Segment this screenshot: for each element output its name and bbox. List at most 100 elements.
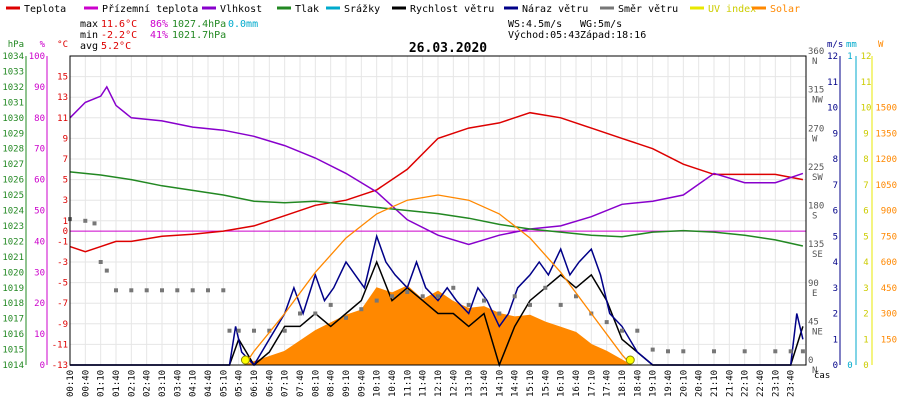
axis-tick-humidity: 10 xyxy=(34,330,45,340)
axis-tick-humidity: 90 xyxy=(34,83,45,93)
axis-tick-uv: 2 xyxy=(863,310,868,320)
x-tick-label: 17:10 xyxy=(587,370,597,397)
axis-tick-wind: 5 xyxy=(833,232,838,242)
axis-tick-temperature: -5 xyxy=(57,279,68,289)
legend-label: Náraz větru xyxy=(522,3,588,15)
x-tick-label: 07:10 xyxy=(281,370,291,397)
wind-direction-point xyxy=(104,268,109,273)
x-tick-label: 23:40 xyxy=(787,370,797,397)
axis-tick-humidity: 20 xyxy=(34,299,45,309)
axis-tick-temperature: 13 xyxy=(57,93,68,103)
axis-tick-uv: 9 xyxy=(863,129,868,139)
x-tick-label: 00:10 xyxy=(66,370,76,397)
wind-direction-point xyxy=(390,294,394,299)
axis-tick-pressure: 1029 xyxy=(2,129,24,139)
axis-tick-temperature: 1 xyxy=(63,217,68,227)
stat-max-temp: 11.6°C xyxy=(101,19,137,30)
wind-direction-point xyxy=(528,302,532,307)
wind-direction-point xyxy=(374,298,379,303)
wind-direction-point xyxy=(267,328,272,333)
x-tick-label: 17:40 xyxy=(603,370,613,397)
wind-direction-point xyxy=(405,290,410,294)
stat-max-rain: 0.0mm xyxy=(228,19,258,30)
wind-direction-point xyxy=(788,349,793,354)
legend-label: Přízemní teplota xyxy=(102,3,198,15)
wind-direction-point xyxy=(604,320,609,325)
axis-unit-humidity: % xyxy=(40,40,46,50)
axis-tick-direction: 45 xyxy=(808,317,819,327)
axis-tick-direction: 0 xyxy=(808,356,813,366)
x-tick-label: 22:10 xyxy=(741,370,751,397)
axis-tick-temperature: 15 xyxy=(57,73,68,83)
x-tick-label: 16:40 xyxy=(572,370,582,397)
x-tick-label: 23:10 xyxy=(771,370,781,397)
axis-tick-direction: 90 xyxy=(808,279,819,289)
wind-direction-point xyxy=(92,221,97,226)
wind-direction-point xyxy=(328,302,333,307)
axis-tick-solar: 300 xyxy=(881,310,897,320)
axis-tick-wind: 12 xyxy=(827,52,838,62)
x-tick-label: 12:40 xyxy=(449,370,459,397)
x-tick-label: 09:10 xyxy=(342,370,352,397)
axis-tick-pressure: 1017 xyxy=(2,315,24,325)
x-tick-label: 21:40 xyxy=(725,370,735,397)
x-tick-label: 13:40 xyxy=(480,370,490,397)
axis-tick-pressure: 1031 xyxy=(2,98,24,108)
x-tick-label: 06:40 xyxy=(265,370,275,397)
x-tick-label: 18:40 xyxy=(633,370,643,397)
axis-tick-pressure: 1019 xyxy=(2,284,24,294)
x-tick-label: 13:10 xyxy=(465,370,475,397)
axis-unit-temperature: °C xyxy=(57,40,68,50)
axis-tick-uv: 1 xyxy=(863,335,868,345)
axis-tick-wind: 6 xyxy=(833,207,838,217)
wind-direction-point xyxy=(252,328,256,333)
chart-date-title: 26.03.2020 xyxy=(409,41,487,56)
wind-direction-point xyxy=(344,315,348,320)
axis-tick-uv: 8 xyxy=(863,155,868,165)
axis-tick-pressure: 1014 xyxy=(2,361,24,371)
axis-tick-direction-letter: E xyxy=(812,289,817,299)
axes: hPa1034103310321031103010291028102710261… xyxy=(2,40,897,376)
series-line-solar-max xyxy=(244,194,632,366)
wind-direction-point xyxy=(221,288,226,293)
axis-tick-uv: 7 xyxy=(863,181,868,191)
x-tick-label: 03:40 xyxy=(173,370,183,397)
wind-direction-point xyxy=(282,328,287,333)
axis-tick-uv: 10 xyxy=(861,104,872,114)
axis-tick-direction-letter: NE xyxy=(812,327,823,337)
wind-direction-point xyxy=(420,294,425,299)
axis-tick-humidity: 80 xyxy=(34,114,45,124)
axis-tick-uv: 5 xyxy=(863,232,868,242)
sunrise-marker xyxy=(240,355,250,365)
sunset-marker xyxy=(625,355,635,365)
axis-tick-solar: 600 xyxy=(881,258,897,268)
axis-tick-pressure: 1028 xyxy=(2,145,24,155)
wind-direction-point xyxy=(800,349,805,354)
wind-direction-point xyxy=(114,288,118,293)
wind-direction-point xyxy=(497,311,502,316)
x-tick-label: 04:40 xyxy=(204,370,214,397)
wind-direction-point xyxy=(742,349,747,354)
wind-direction-point xyxy=(175,288,180,293)
x-tick-label: 03:10 xyxy=(158,370,168,397)
x-tick-label: 12:10 xyxy=(434,370,444,397)
axis-tick-pressure: 1022 xyxy=(2,237,24,247)
info-sunset: Západ:18:16 xyxy=(580,29,646,41)
x-tick-label: 09:40 xyxy=(357,370,367,397)
wind-direction-point xyxy=(129,288,134,293)
x-tick-label: 07:40 xyxy=(296,370,306,397)
wind-direction-point xyxy=(681,349,686,354)
x-tick-label: 20:10 xyxy=(679,370,689,397)
axis-tick-pressure: 1023 xyxy=(2,222,24,232)
axis-tick-direction-letter: N xyxy=(812,366,817,376)
wind-direction-point xyxy=(436,294,440,299)
axis-tick-pressure: 1025 xyxy=(2,191,24,201)
axis-tick-humidity: 60 xyxy=(34,176,45,186)
axis-tick-wind: 0 xyxy=(833,361,838,371)
wind-direction-point xyxy=(543,285,548,290)
x-tick-label: 22:40 xyxy=(756,370,766,397)
wind-direction-point xyxy=(635,328,640,333)
axis-unit-wind: m/s xyxy=(827,40,843,50)
solar-area xyxy=(244,285,634,366)
legend-label: UV index xyxy=(708,4,756,15)
